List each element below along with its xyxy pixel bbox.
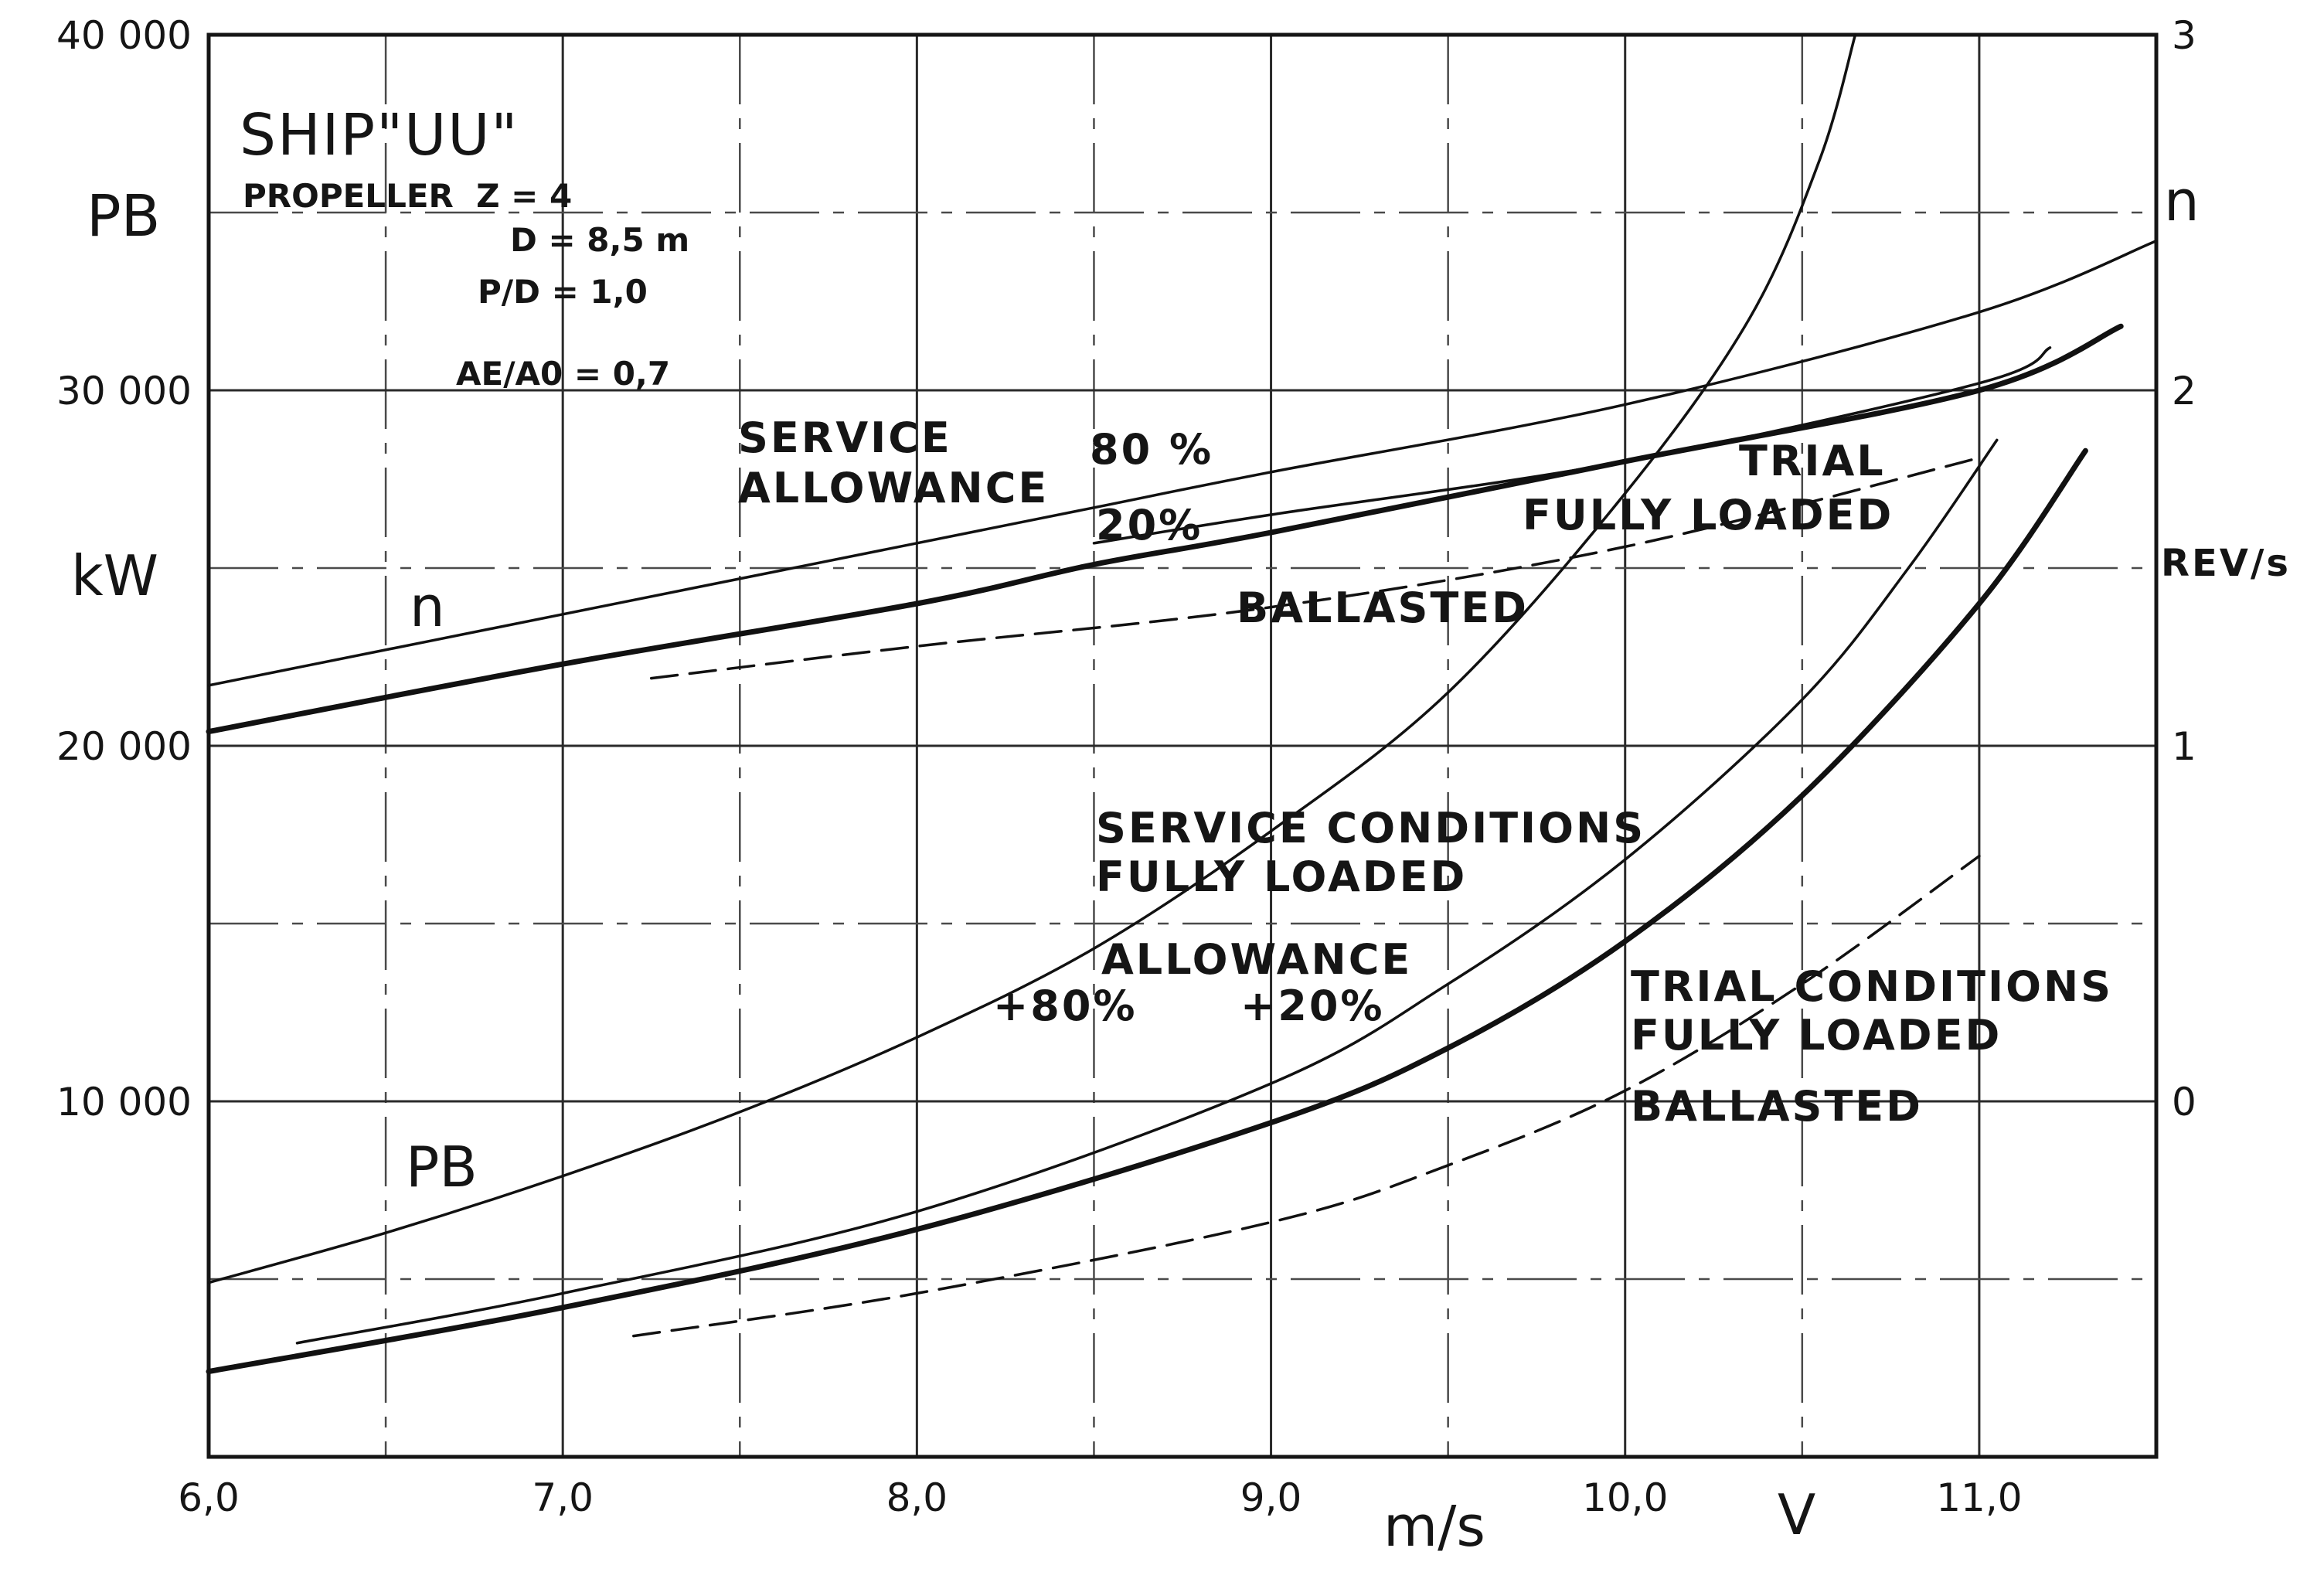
trial-upper: TRIAL [1739,437,1886,485]
y-right-tick-labels: 0 1 2 3 [2172,13,2196,1125]
pct-80-lower: +80% [993,982,1138,1030]
x-tick-label: 8,0 [886,1475,948,1520]
pct-80-upper: 80 % [1090,425,1213,474]
y-left-symbol: PB [87,183,160,250]
y-left-tick-label: 30 000 [56,369,192,413]
x-tick-label: 9,0 [1240,1475,1302,1520]
pb-curve-label: PB [406,1135,478,1199]
chart-title: SHIP"UU" [240,102,519,168]
y-left-tick-label: 10 000 [56,1080,192,1125]
pct-20-lower: +20% [1240,982,1385,1030]
power-curve-4 [207,33,1857,1284]
rpm-curve-2 [206,323,2124,735]
y-right-label: REV/s [2161,542,2291,585]
grid [209,35,2156,1457]
power-curve-6 [206,447,2088,1375]
pct-20-upper: 20% [1096,501,1203,550]
spec-diameter: D = 8,5 m [510,221,689,259]
service-allowance-line1: SERVICE [738,413,952,462]
y-left-tick-label: 40 000 [56,13,192,58]
y-left-label: kW [71,543,158,608]
x-tick-label: 7,0 [532,1475,594,1520]
rpm-curve-3 [649,456,1981,680]
rpm-curve-0 [207,240,2158,687]
trial-conditions-line2: FULLY LOADED [1631,1011,2002,1060]
power-curve-7 [632,854,1981,1338]
plot-frame [206,32,2159,1459]
power-curve-5 [295,438,1999,1345]
x-tick-label: 11,0 [1936,1475,2022,1520]
y-right-tick-label: 3 [2172,13,2196,58]
y-right-tick-label: 2 [2172,369,2196,413]
x-label: m/s [1383,1494,1485,1559]
y-left-tick-label: 20 000 [56,724,192,769]
fully-loaded-upper: FULLY LOADED [1523,491,1894,539]
ballasted-lower: BALLASTED [1631,1082,1923,1131]
x-tick-label: 6,0 [178,1475,240,1520]
n-curve-label: n [410,574,445,639]
allowance-label: ALLOWANCE [1101,935,1412,984]
spec-area-ratio: AE/A0 = 0,7 [456,355,670,393]
spec-pitch-ratio: P/D = 1,0 [478,273,648,311]
y-right-tick-label: 1 [2172,724,2196,769]
y-right-tick-label: 0 [2172,1080,2196,1125]
data-curves [206,33,2158,1375]
service-conditions-line2: FULLY LOADED [1096,852,1467,901]
trial-conditions-line1: TRIAL CONDITIONS [1631,962,2113,1011]
service-allowance-line2: ALLOWANCE [738,464,1049,512]
x-tick-labels: 6,0 7,0 8,0 9,0 10,0 11,0 [178,1475,2022,1520]
ballasted-upper: BALLASTED [1237,584,1529,632]
x-tick-label: 10,0 [1582,1475,1668,1520]
service-conditions-line1: SERVICE CONDITIONS [1096,804,1645,852]
y-left-tick-labels: 10 000 20 000 30 000 40 000 [56,13,192,1125]
spec-propeller: PROPELLER Z = 4 [243,177,572,215]
y-right-symbol: n [2164,168,2200,233]
x-symbol: V [1778,1482,1815,1547]
